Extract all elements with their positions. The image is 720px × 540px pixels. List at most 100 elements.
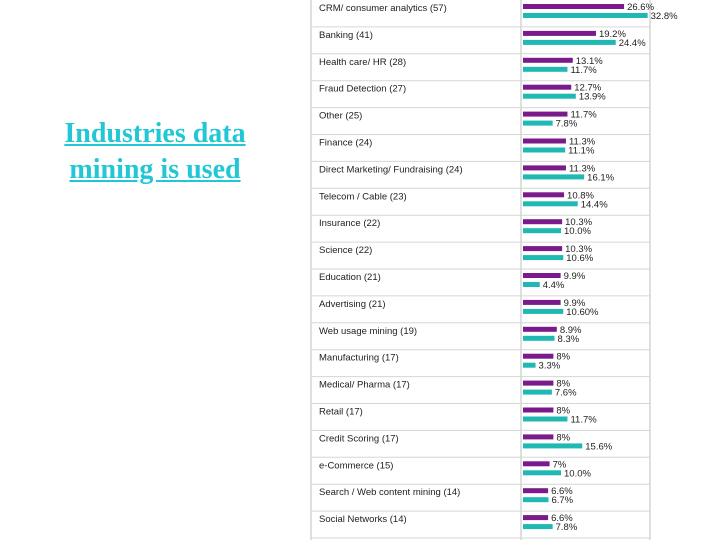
category-label: Science (22) [319, 245, 372, 256]
bar-series-1 [523, 407, 554, 413]
data-label-series-2: 7.6% [555, 388, 577, 399]
bar-series-2 [523, 255, 564, 261]
bar-series-1 [523, 488, 549, 494]
data-label-series-2: 11.7% [570, 415, 597, 426]
data-label-series-1: 11.3% [569, 137, 596, 148]
bar-series-2 [523, 389, 552, 395]
data-label-series-2: 8.3% [558, 334, 580, 345]
bar-series-2 [523, 416, 568, 422]
bar-series-1 [523, 165, 566, 171]
bar-series-1 [523, 111, 568, 117]
category-label: Medical/ Pharma (17) [319, 380, 410, 391]
data-label-series-1: 11.3% [569, 163, 596, 174]
bar-series-1 [523, 30, 596, 36]
category-label: e-Commerce (15) [319, 460, 393, 471]
bar-series-1 [523, 299, 561, 305]
data-label-series-2: 4.4% [543, 280, 565, 291]
data-label-series-1: 8% [556, 406, 570, 417]
bar-series-1 [523, 57, 573, 63]
data-label-series-1: 8.9% [560, 325, 582, 336]
bar-series-1 [523, 273, 561, 278]
data-label-series-1: 6.6% [551, 486, 573, 497]
bar-series-2 [523, 39, 616, 45]
data-label-series-1: 12.7% [574, 83, 601, 94]
category-label: Social Networks (14) [319, 514, 407, 525]
bar-series-2 [523, 362, 536, 368]
data-label-series-1: 8% [556, 379, 570, 390]
bar-series-2 [523, 174, 585, 180]
data-label-series-2: 6.7% [551, 495, 573, 506]
bar-series-1 [523, 4, 625, 9]
data-label-series-2: 3.3% [539, 361, 561, 372]
bar-series-2 [523, 497, 549, 503]
data-label-series-2: 7.8% [556, 119, 578, 130]
bar-series-2 [523, 308, 564, 314]
bar-series-2 [523, 120, 553, 126]
bar-series-2 [523, 66, 568, 72]
category-label: Manufacturing (17) [319, 353, 399, 364]
bar-series-2 [523, 470, 561, 476]
bar-series-2 [523, 93, 576, 99]
bar-series-1 [523, 434, 554, 440]
category-label: Other (25) [319, 111, 362, 122]
data-label-series-1: 10.8% [567, 190, 594, 201]
bar-series-1 [523, 138, 566, 144]
category-label: Web usage mining (19) [319, 326, 417, 337]
data-label-series-2: 10.60% [566, 307, 599, 318]
bar-series-2 [523, 147, 566, 153]
category-label: Finance (24) [319, 138, 372, 149]
data-label-series-1: 13.1% [576, 56, 603, 67]
data-label-series-1: 11.7% [570, 110, 597, 121]
bar-series-1 [523, 84, 572, 90]
data-label-series-1: 6.6% [551, 513, 573, 524]
data-label-series-1: 8% [556, 352, 570, 363]
data-label-series-2: 24.4% [619, 38, 646, 49]
data-label-series-2: 10.6% [566, 253, 593, 264]
bar-series-2 [523, 524, 553, 530]
bar-series-2 [523, 228, 561, 234]
bar-series-1 [523, 461, 550, 467]
category-label: Telecom / Cable (23) [319, 191, 407, 202]
slide-title: Industries data mining is used [64, 118, 246, 185]
bar-series-1 [523, 192, 565, 198]
bar-series-1 [523, 246, 563, 252]
data-label-series-1: 10.3% [565, 217, 592, 228]
data-label-series-1: 9.9% [564, 298, 586, 309]
data-label-series-2: 16.1% [587, 172, 614, 183]
category-label: CRM/ consumer analytics (57) [319, 3, 447, 14]
category-label: Search / Web content mining (14) [319, 487, 460, 498]
bar-series-2 [523, 13, 648, 18]
category-label: Fraud Detection (27) [319, 84, 406, 95]
data-label-series-2: 13.9% [579, 92, 606, 103]
category-label: Insurance (22) [319, 218, 380, 229]
data-label-series-1: 10.3% [565, 244, 592, 255]
data-label-series-1: 9.9% [564, 271, 586, 282]
category-label: Banking (41) [319, 30, 373, 41]
bar-series-1 [523, 380, 554, 386]
bar-series-1 [523, 219, 563, 225]
bar-series-2 [523, 282, 540, 287]
data-label-series-2: 32.8% [651, 11, 678, 22]
category-label: Education (21) [319, 272, 381, 283]
bar-series-2 [523, 335, 555, 341]
bar-series-1 [523, 353, 554, 359]
data-label-series-1: 7% [553, 459, 567, 470]
data-label-series-2: 15.6% [585, 441, 612, 452]
chart-frame [310, 0, 651, 540]
data-label-series-2: 7.8% [556, 522, 578, 533]
data-label-series-1: 8% [556, 432, 570, 443]
category-label: Retail (17) [319, 407, 363, 418]
bar-series-2 [523, 201, 578, 207]
data-label-series-2: 11.7% [570, 65, 597, 76]
bar-series-1 [523, 326, 557, 332]
data-label-series-2: 11.1% [568, 146, 595, 157]
bar-series-2 [523, 443, 583, 449]
category-label: Credit Scoring (17) [319, 433, 399, 444]
category-label: Advertising (21) [319, 299, 386, 310]
category-label: Direct Marketing/ Fundraising (24) [319, 164, 463, 175]
data-label-series-2: 10.0% [564, 468, 591, 479]
data-label-series-2: 10.0% [564, 226, 591, 237]
bar-series-1 [523, 515, 549, 521]
data-label-series-1: 26.6% [627, 2, 654, 13]
